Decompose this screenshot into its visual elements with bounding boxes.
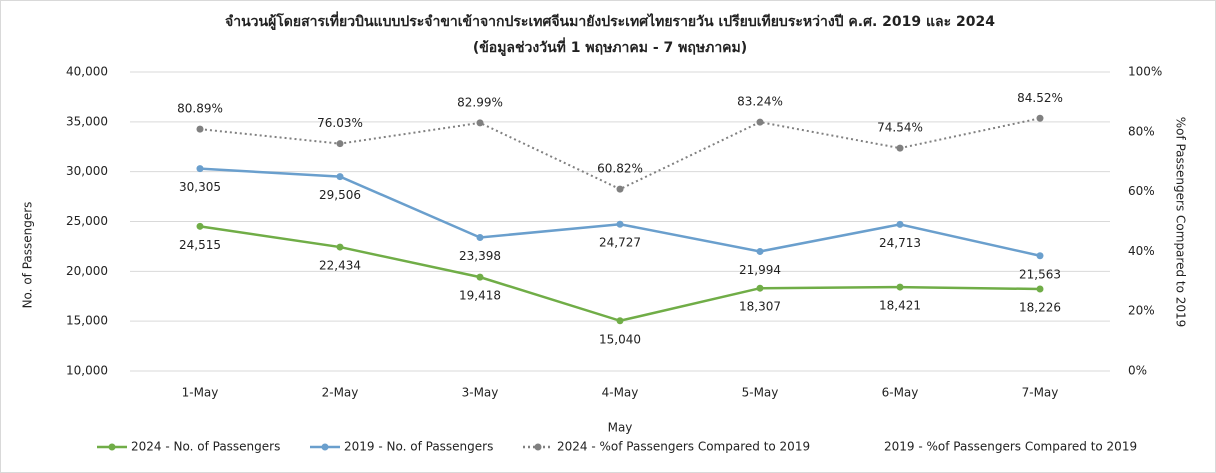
- legend-label: 2024 - No. of Passengers: [131, 440, 280, 454]
- series-point: [476, 233, 484, 241]
- data-label: 74.54%: [877, 121, 923, 135]
- y2-tick-label: 60%: [1128, 184, 1155, 198]
- series-point: [896, 283, 904, 291]
- series-point: [756, 284, 764, 292]
- legend-label: 2024 - %of Passengers Compared to 2019: [557, 440, 810, 454]
- series-point: [1036, 252, 1044, 260]
- y2-axis-label: %of Passengers Compared to 2019: [1174, 117, 1188, 328]
- data-label: 24,713: [879, 236, 921, 250]
- series-point: [196, 125, 204, 133]
- x-axis-label: May: [608, 421, 633, 435]
- data-label: 80.89%: [177, 102, 223, 116]
- series-point: [476, 273, 484, 281]
- series-point: [616, 185, 624, 193]
- x-tick-label: 6-May: [882, 386, 919, 400]
- x-tick-label: 2-May: [322, 386, 359, 400]
- legend-label: 2019 - %of Passengers Compared to 2019: [884, 440, 1137, 454]
- chart-subtitle: (ข้อมูลช่วงวันที่ 1 พฤษภาคม - 7 พฤษภาคม): [473, 37, 747, 56]
- series-point: [336, 173, 344, 181]
- data-label: 30,305: [179, 180, 221, 194]
- series-point: [616, 220, 624, 228]
- data-label: 18,421: [879, 299, 921, 313]
- legend-marker: [108, 443, 116, 451]
- x-tick-label: 1-May: [182, 386, 219, 400]
- series-point: [196, 165, 204, 173]
- series-point: [756, 118, 764, 126]
- data-label: 15,040: [599, 332, 641, 346]
- legend-marker: [534, 443, 542, 451]
- data-label: 23,398: [459, 249, 501, 263]
- y-tick-label: 25,000: [66, 214, 108, 228]
- y2-tick-label: 20%: [1128, 304, 1155, 318]
- x-tick-label: 3-May: [462, 386, 499, 400]
- x-tick-label: 4-May: [602, 386, 639, 400]
- y-tick-label: 15,000: [66, 314, 108, 328]
- data-label: 19,418: [459, 289, 501, 303]
- x-tick-label: 5-May: [742, 386, 779, 400]
- y2-tick-label: 100%: [1128, 65, 1162, 79]
- chart-title: จำนวนผู้โดยสารเที่ยวบินแบบประจำขาเข้าจาก…: [225, 11, 995, 30]
- data-label: 84.52%: [1017, 91, 1063, 105]
- data-label: 24,727: [599, 236, 641, 250]
- data-label: 29,506: [319, 188, 361, 202]
- x-tick-label: 7-May: [1022, 386, 1059, 400]
- data-label: 21,563: [1019, 267, 1061, 281]
- legend-label: 2019 - No. of Passengers: [344, 440, 493, 454]
- series-point: [896, 144, 904, 152]
- y-tick-label: 35,000: [66, 114, 108, 128]
- y-tick-label: 10,000: [66, 364, 108, 378]
- data-label: 83.24%: [737, 95, 783, 109]
- series-point: [336, 140, 344, 148]
- y-tick-label: 20,000: [66, 264, 108, 278]
- series-point: [896, 220, 904, 228]
- legend-marker: [321, 443, 329, 451]
- data-label: 82.99%: [457, 95, 503, 109]
- series-point: [476, 119, 484, 127]
- series-point: [196, 222, 204, 230]
- series-point: [616, 317, 624, 325]
- series-point: [336, 243, 344, 251]
- data-label: 22,434: [319, 259, 361, 273]
- y2-tick-label: 80%: [1128, 124, 1155, 138]
- y-tick-label: 30,000: [66, 164, 108, 178]
- data-label: 18,226: [1019, 301, 1061, 315]
- y2-tick-label: 0%: [1128, 364, 1147, 378]
- y-tick-label: 40,000: [66, 65, 108, 79]
- series-point: [1036, 114, 1044, 122]
- y2-tick-label: 40%: [1128, 244, 1155, 258]
- data-label: 76.03%: [317, 116, 363, 130]
- series-point: [756, 247, 764, 255]
- series-point: [1036, 285, 1044, 293]
- data-label: 21,994: [739, 263, 781, 277]
- data-label: 60.82%: [597, 162, 643, 176]
- data-label: 24,515: [179, 238, 221, 252]
- y-axis-label: No. of Passengers: [21, 202, 35, 309]
- data-label: 18,307: [739, 300, 781, 314]
